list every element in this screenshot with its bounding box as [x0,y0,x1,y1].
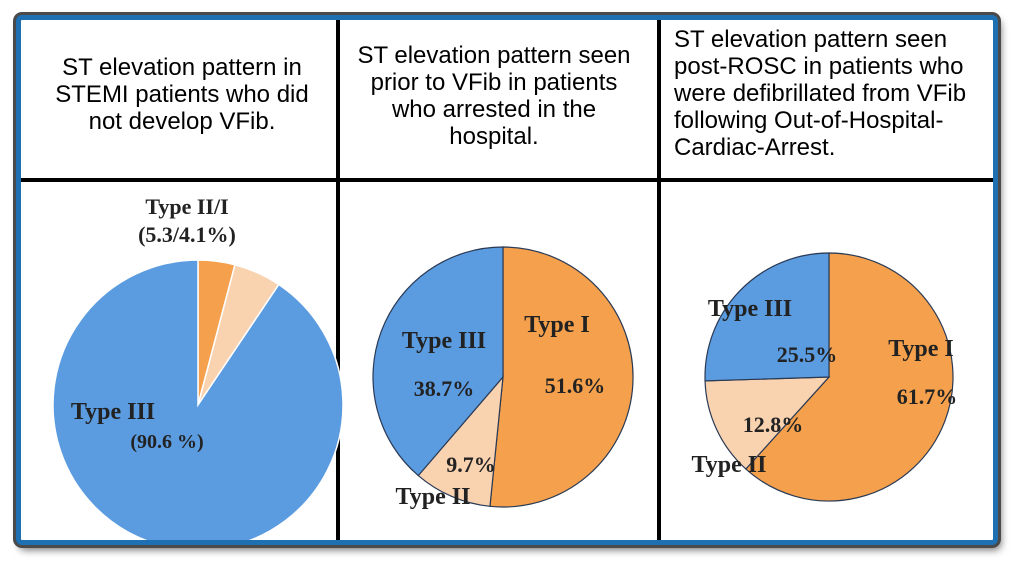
caption-panel-2: ST elevation pattern seen prior to VFib … [357,42,631,150]
caption-panel-3: ST elevation pattern seen post-ROSC in p… [674,26,967,161]
pie-2-type-i-label: Type I [524,312,590,338]
pie-chart-1: Type II/I (5.3/4.1%) Type III (90.6 %) [52,194,344,540]
pie-3-slice-type-iii [704,252,830,382]
pie-2-slice-type-iii [372,246,504,477]
pie-3-type-i-label: Type I [888,336,954,362]
pie-1-type-ii-i-label: Type II/I [145,194,228,219]
pie-3-slice-type-ii [704,376,831,470]
pie-2-type-iii-label: Type III [402,328,486,354]
figure-frame: ST elevation pattern in STEMI patients w… [16,15,998,545]
pie-2-slice-type-ii [417,375,504,507]
pie-1-slice-type-iii [52,259,344,540]
pie-3-type-i-value: 61.7% [897,384,958,409]
pie-3-slice-type-i [744,252,954,502]
pie-2-type-i-value: 51.6% [545,373,606,398]
pie-charts: Type II/I (5.3/4.1%) Type III (90.6 %) T… [52,194,958,540]
pie-3-type-ii-value: 12.8% [743,412,804,437]
pie-1-slices [52,259,344,540]
pie-1-type-iii-label: Type III [71,399,155,425]
pie-chart-2: Type I 51.6% Type III 38.7% 9.7% Type II [372,246,634,510]
pie-2-type-ii-label: Type II [396,484,471,510]
caption-panel-1: ST elevation pattern in STEMI patients w… [55,54,309,135]
pie-2-type-ii-value: 9.7% [446,452,496,477]
pie-3-type-ii-label: Type II [692,452,767,478]
pie-chart-3: Type I 61.7% Type III 25.5% 12.8% Type I… [692,252,958,502]
pie-2-type-iii-value: 38.7% [414,376,475,401]
pie-1-type-iii-value: (90.6 %) [130,431,203,453]
pie-3-type-iii-value: 25.5% [777,342,838,367]
pie-2-slices [372,246,634,508]
pie-3-type-iii-label: Type III [708,296,792,322]
pie-2-slice-type-i [489,246,634,508]
table-grid [21,20,993,540]
pie-1-type-ii-i-value: (5.3/4.1%) [138,222,236,247]
pie-3-slices [704,252,954,502]
